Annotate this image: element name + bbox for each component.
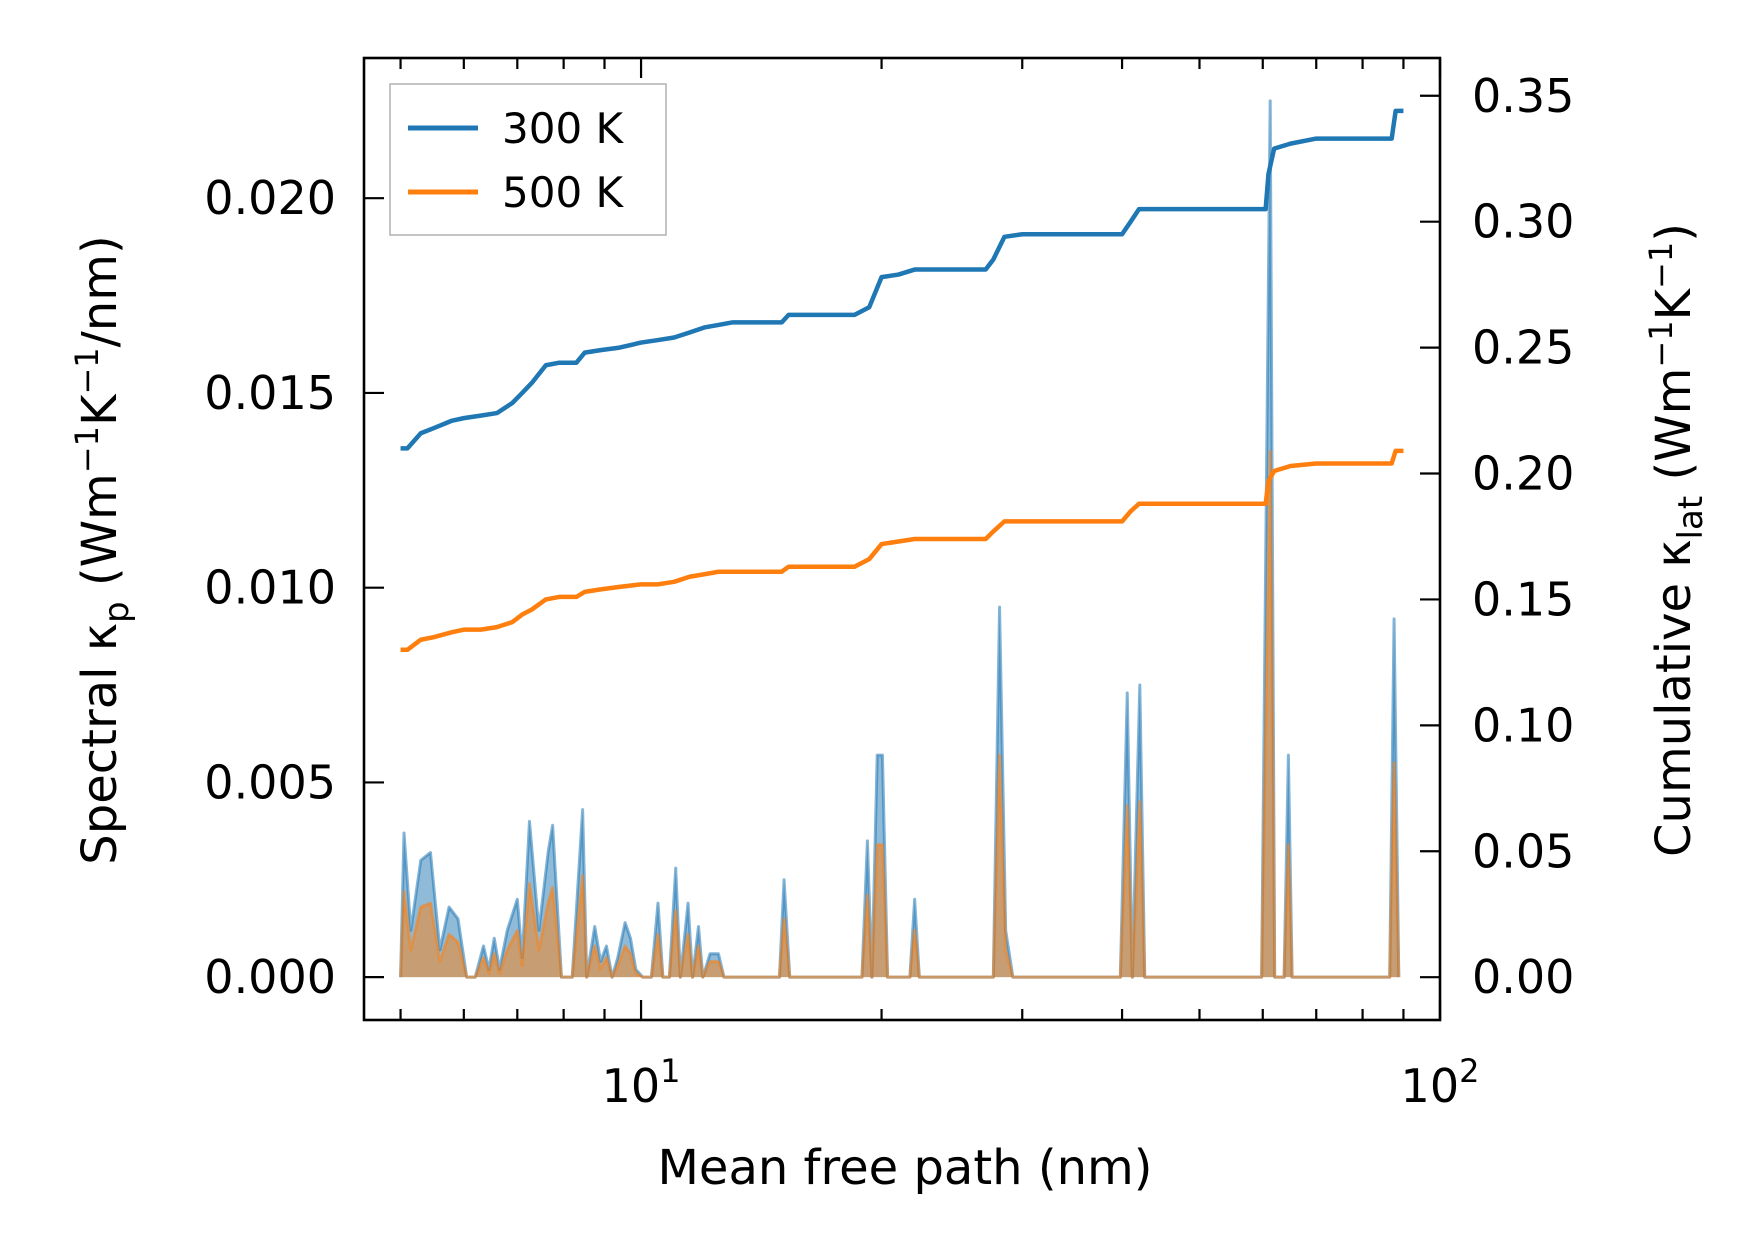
- right-y-tick-label: 0.25: [1472, 321, 1574, 375]
- cumulative-line-500k: [400, 448, 1404, 653]
- legend-label-300k: 300 K: [502, 104, 625, 153]
- plot-frame: [362, 56, 1442, 1022]
- left-y-tick-label: 0.005: [204, 755, 336, 809]
- right-y-tick-label: 0.15: [1472, 572, 1574, 626]
- left-y-tick-label: 0.015: [204, 366, 336, 420]
- left-y-tick-label: 0.010: [204, 561, 336, 615]
- spectral-line-500k: [399, 449, 1401, 979]
- right-y-tick-label: 0.00: [1472, 950, 1574, 1004]
- right-y-tick-label: 0.05: [1472, 824, 1574, 878]
- right-y-tick-label: 0.20: [1472, 447, 1574, 501]
- left-y-axis-label: Spectral κp (Wm−1K−1/nm): [68, 235, 137, 864]
- right-y-tick-label: 0.30: [1472, 195, 1574, 249]
- right-y-tick-label: 0.35: [1472, 69, 1574, 123]
- x-tick-label: 101: [602, 1052, 681, 1113]
- right-y-axis-label: Cumulative κlat (Wm−1K−1): [1642, 223, 1711, 857]
- legend-label-500k: 500 K: [502, 168, 625, 217]
- spectral-lines: [399, 99, 1401, 979]
- cumulative-lines: [400, 108, 1404, 653]
- cumulative-line-300k: [400, 108, 1404, 451]
- x-tick-label: 102: [1401, 1052, 1480, 1113]
- left-y-tick-label: 0.000: [204, 950, 336, 1004]
- x-axis-label: Mean free path (nm): [658, 1140, 1153, 1196]
- legend-box: [389, 83, 667, 236]
- tick-marks: [364, 58, 1442, 1020]
- right-y-tick-label: 0.10: [1472, 698, 1574, 752]
- legend: 300 K 500 K: [389, 83, 667, 236]
- tick-labels: 101 102 0.000 0.005 0.010 0.015 0.020 0.00 0.05 0…: [204, 69, 1574, 1113]
- left-y-tick-label: 0.020: [204, 171, 336, 225]
